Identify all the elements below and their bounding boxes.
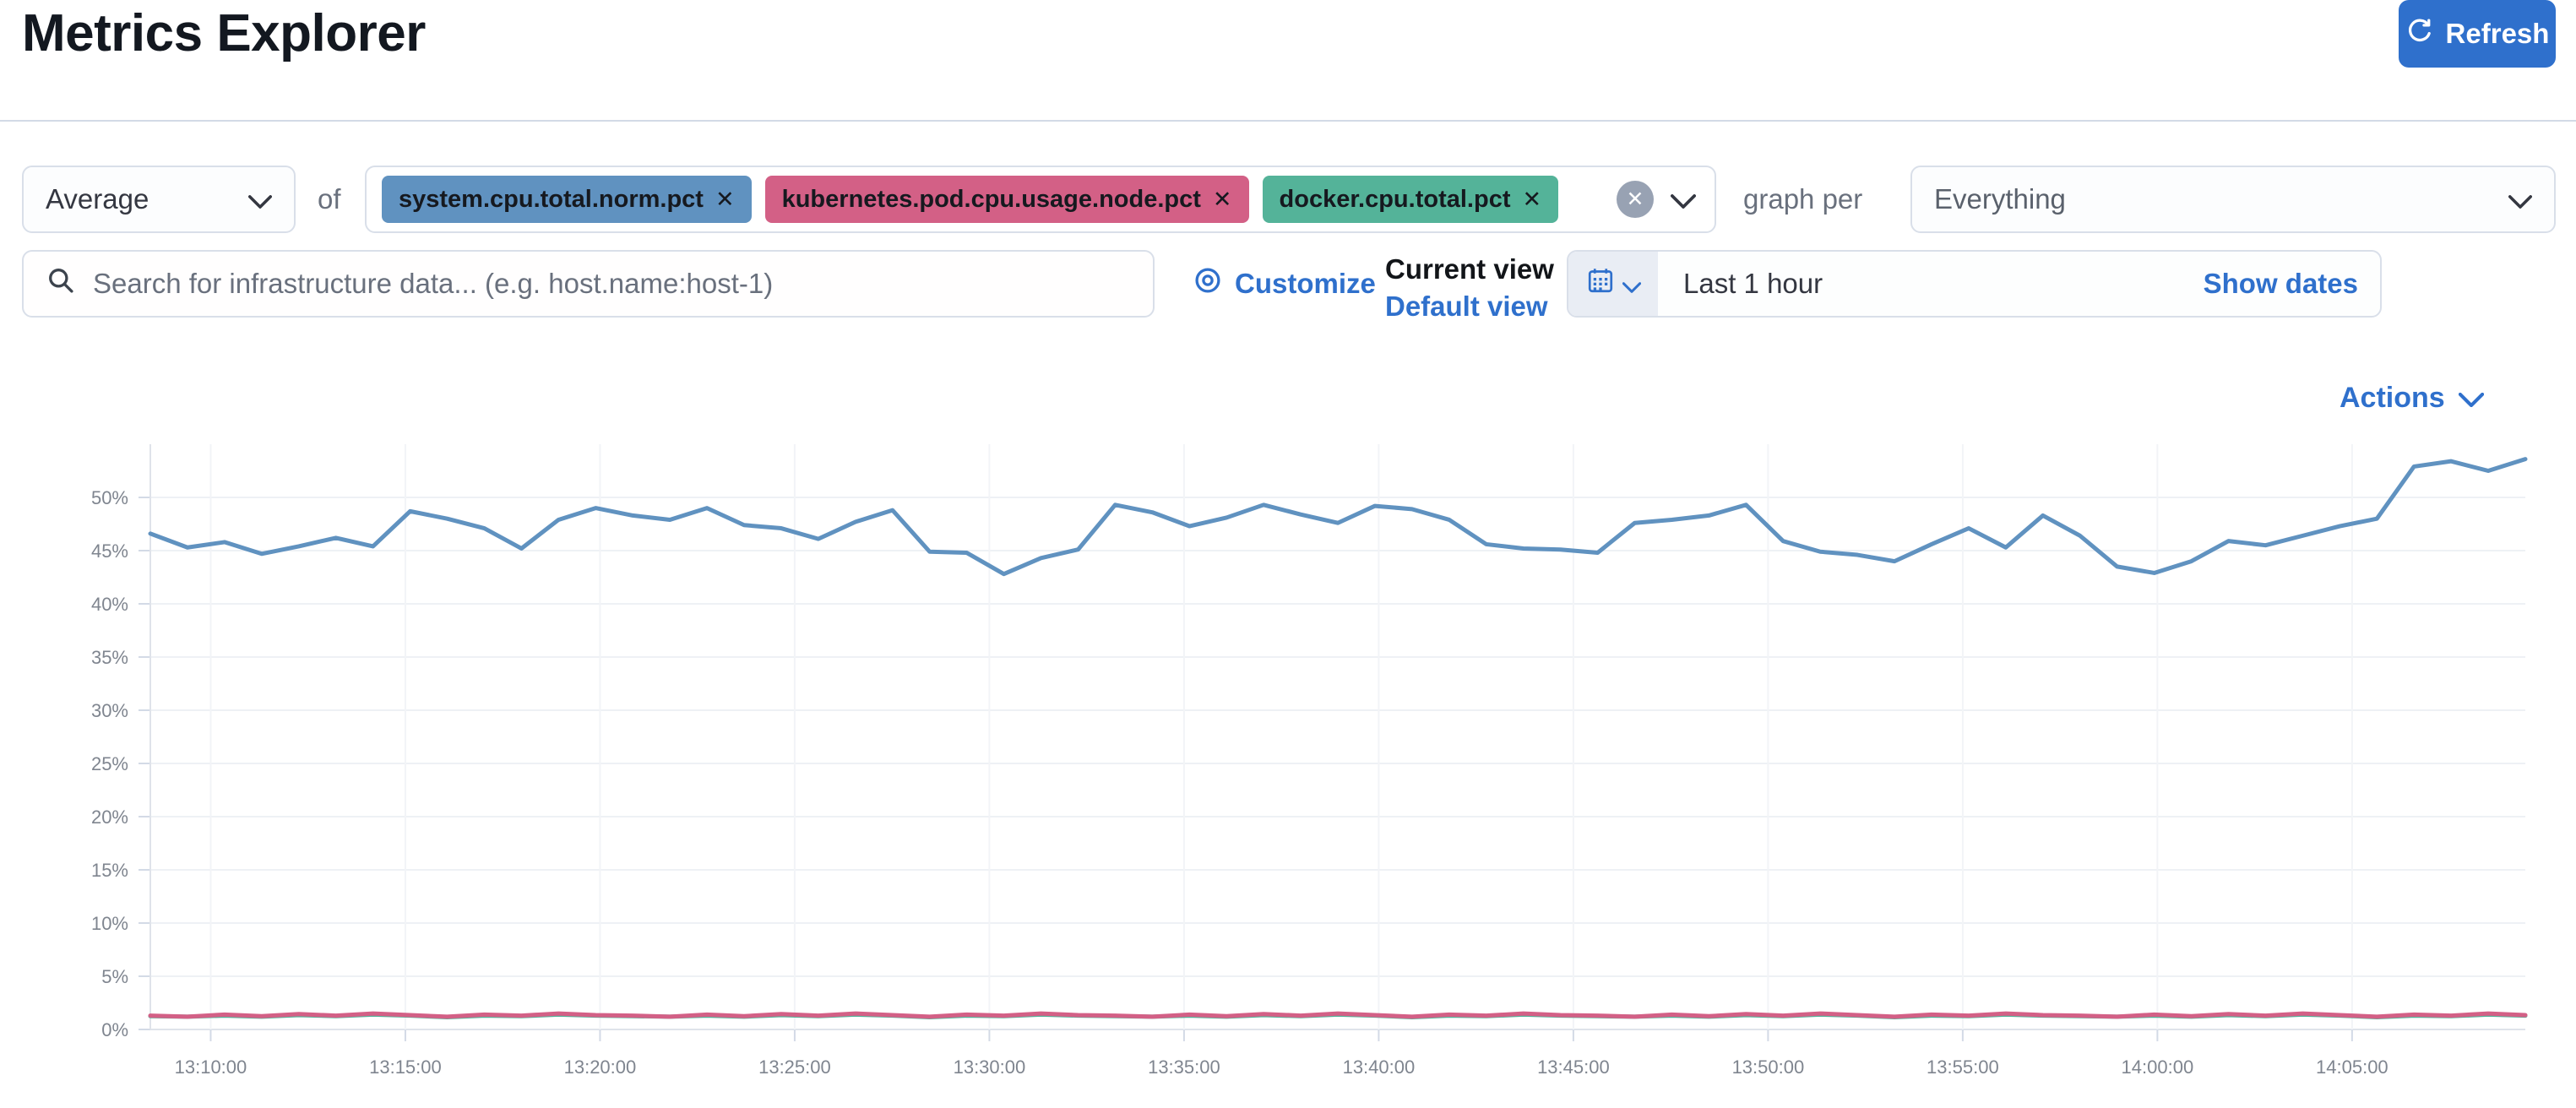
x-axis-tick-label: 13:50:00 [1732, 1056, 1805, 1078]
search-input[interactable] [93, 268, 1131, 300]
group-by-select-value: Everything [1934, 183, 2066, 215]
y-axis-tick-label: 20% [91, 807, 128, 828]
metric-pill-label: docker.cpu.total.pct [1279, 185, 1511, 213]
default-view-link[interactable]: Default view [1385, 291, 1548, 322]
header-divider [0, 120, 2576, 122]
x-axis-tick-label: 13:40:00 [1343, 1056, 1416, 1078]
refresh-icon [2405, 16, 2434, 52]
metric-pill[interactable]: kubernetes.pod.cpu.usage.node.pct ✕ [764, 176, 1249, 223]
time-range-label[interactable]: Last 1 hour [1683, 268, 1823, 299]
customize-icon [1193, 265, 1223, 302]
customize-label: Customize [1235, 268, 1376, 299]
x-axis-tick-label: 13:45:00 [1537, 1056, 1610, 1078]
y-axis-tick-label: 45% [91, 540, 128, 562]
calendar-icon [1585, 265, 1616, 302]
y-axis-tick-label: 0% [101, 1019, 128, 1040]
x-axis-tick-label: 13:55:00 [1927, 1056, 1999, 1078]
remove-metric-icon[interactable]: ✕ [1522, 186, 1542, 212]
chevron-down-icon [2458, 382, 2484, 415]
time-picker: Last 1 hour Show dates [1567, 250, 2382, 318]
current-view-label: Current view [1385, 253, 1554, 285]
x-axis-tick-label: 14:00:00 [2122, 1056, 2194, 1078]
metrics-combobox[interactable]: system.cpu.total.norm.pct ✕ kubernetes.pod… [365, 166, 1716, 233]
x-axis-tick-label: 13:15:00 [369, 1056, 442, 1078]
page-title: Metrics Explorer [22, 4, 426, 62]
x-axis-tick-label: 13:25:00 [758, 1056, 831, 1078]
series-line-kubernetes.pod.cpu.usage.node.pct [148, 1011, 2528, 1019]
chevron-down-icon[interactable] [1671, 183, 1696, 215]
series-line-system.cpu.total.norm.pct [148, 457, 2528, 577]
x-axis-tick-label: 13:30:00 [954, 1056, 1026, 1078]
of-label: of [318, 183, 341, 215]
remove-metric-icon[interactable]: ✕ [715, 186, 735, 212]
show-dates-button[interactable]: Show dates [2203, 268, 2358, 299]
metric-pill-label: kubernetes.pod.cpu.usage.node.pct [781, 185, 1201, 213]
customize-button[interactable]: Customize [1193, 250, 1376, 318]
aggregation-select-value: Average [46, 183, 149, 215]
y-axis-tick-label: 50% [91, 487, 128, 508]
metrics-chart-svg[interactable]: 0% 5% 10% 15% 20% 25% 30% 35% 40% 45% 50% 13:10:00 1… [0, 422, 2576, 1108]
time-picker-quick-menu[interactable] [1568, 252, 1658, 316]
y-axis-tick-label: 25% [91, 753, 128, 774]
metric-pill[interactable]: system.cpu.total.norm.pct ✕ [382, 176, 752, 223]
chevron-down-icon [1622, 268, 1642, 300]
clear-metrics-icon[interactable]: ✕ [1617, 181, 1654, 218]
x-axis-tick-label: 13:10:00 [175, 1056, 247, 1078]
actions-menu-button[interactable]: Actions [2340, 382, 2484, 415]
metric-pill-label: system.cpu.total.norm.pct [399, 185, 704, 213]
search-bar [22, 250, 1155, 318]
actions-label: Actions [2340, 382, 2445, 414]
x-axis-tick-label: 14:05:00 [2316, 1056, 2389, 1078]
y-axis-tick-label: 35% [91, 647, 128, 668]
aggregation-select[interactable]: Average [22, 166, 296, 233]
y-axis-tick-label: 10% [91, 913, 128, 934]
search-icon [46, 265, 76, 302]
graph-per-label: graph per [1743, 183, 1863, 215]
metric-pill[interactable]: docker.cpu.total.pct ✕ [1262, 176, 1559, 223]
remove-metric-icon[interactable]: ✕ [1212, 186, 1232, 212]
x-axis-tick-label: 13:35:00 [1148, 1056, 1220, 1078]
metric-pill-list: system.cpu.total.norm.pct ✕ kubernetes.pod… [382, 176, 1617, 223]
y-axis-tick-label: 40% [91, 594, 128, 615]
y-axis-tick-label: 30% [91, 700, 128, 721]
chevron-down-icon [2508, 183, 2532, 215]
y-axis-tick-label: 5% [101, 966, 128, 987]
y-axis-tick-label: 15% [91, 860, 128, 881]
refresh-label: Refresh [2445, 18, 2550, 49]
x-axis-tick-label: 13:20:00 [564, 1056, 637, 1078]
group-by-select[interactable]: Everything [1910, 166, 2556, 233]
metrics-chart[interactable]: 0% 5% 10% 15% 20% 25% 30% 35% 40% 45% 50% 13:10:00 1… [0, 422, 2576, 1108]
chevron-down-icon [248, 183, 272, 215]
refresh-button[interactable]: Refresh [2399, 0, 2556, 68]
